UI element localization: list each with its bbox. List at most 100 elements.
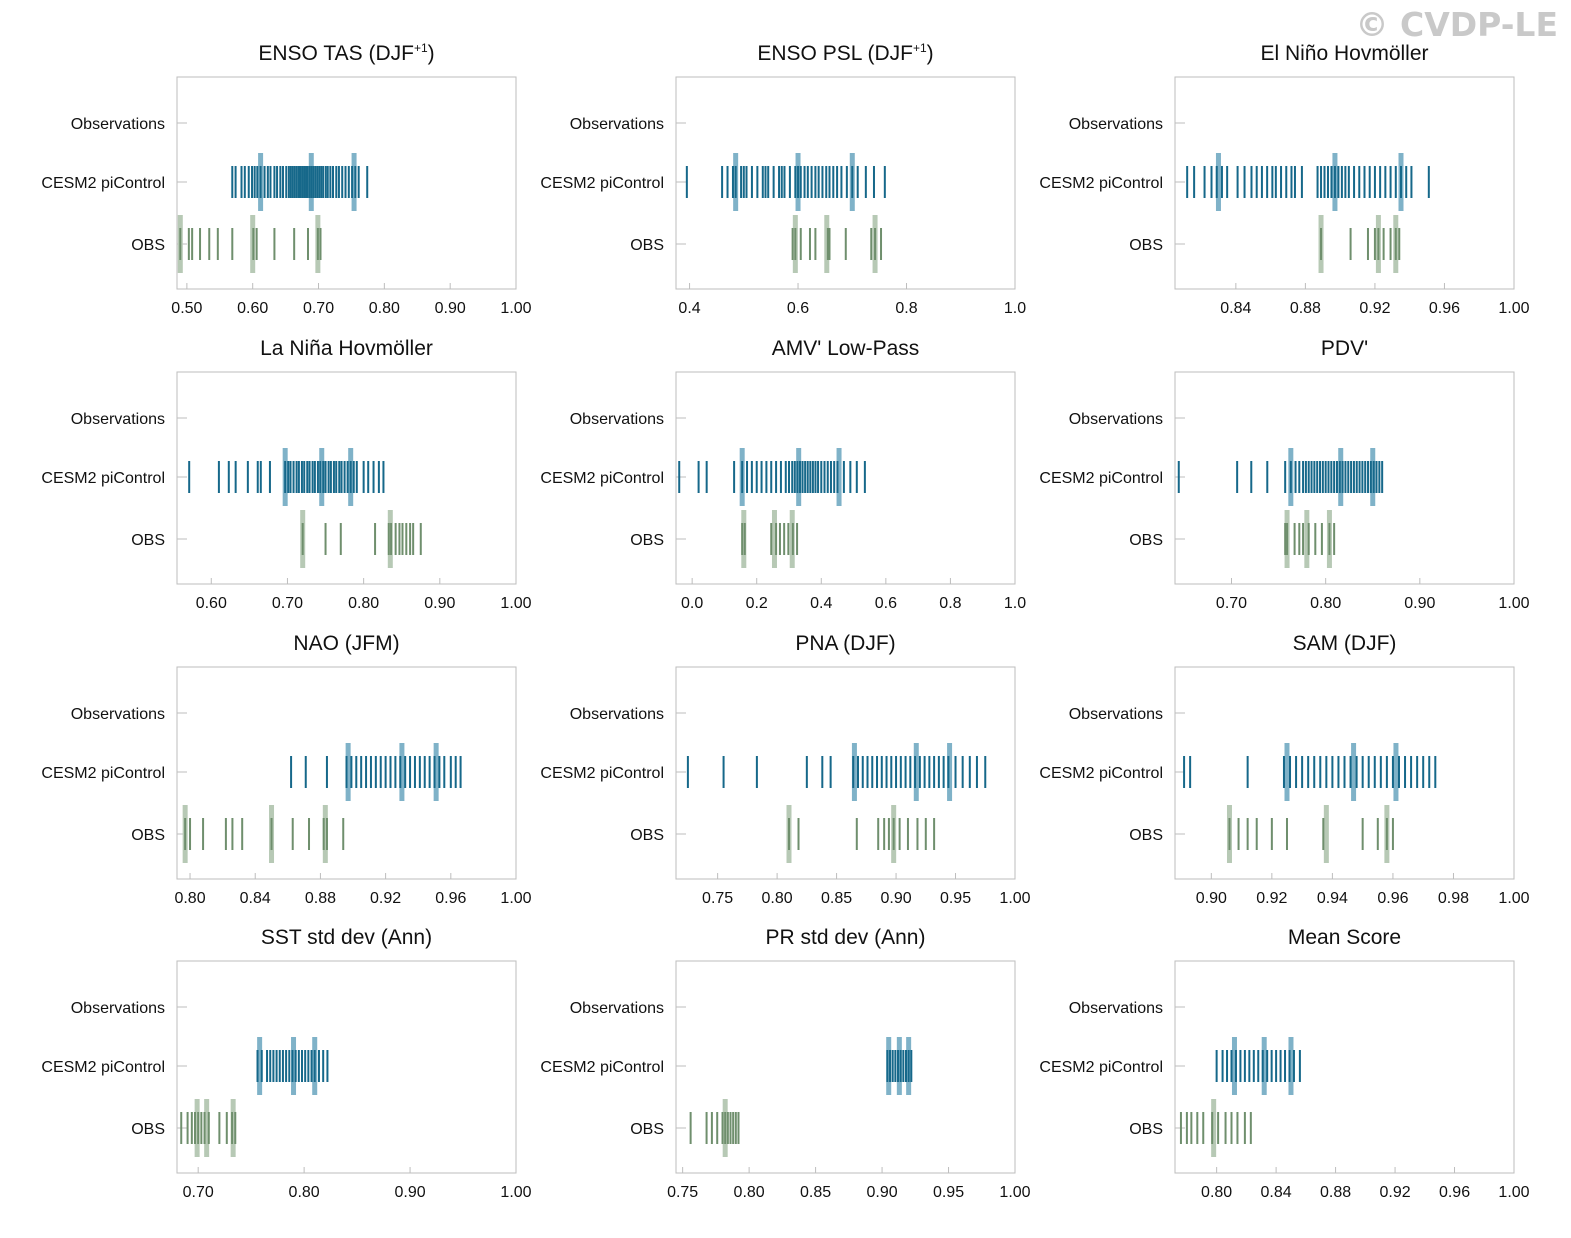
obs-mark (1202, 1112, 1205, 1144)
obs-mark (887, 818, 890, 850)
x-tick-label: 0.4 (810, 595, 832, 612)
model-mark (1327, 461, 1330, 493)
obs-mark (1398, 228, 1401, 260)
x-tick-label: 0.60 (237, 300, 268, 317)
row-label: Observations (71, 116, 165, 133)
model-mark (933, 756, 936, 788)
x-tick-label: 1.0 (1004, 300, 1026, 317)
model-mark (352, 461, 355, 493)
model-mark (942, 756, 945, 788)
model-mark (459, 756, 462, 788)
obs-mark (1333, 523, 1336, 555)
obs-mark (1322, 818, 1325, 850)
model-mark (268, 461, 271, 493)
x-tick-label: 0.70 (272, 595, 303, 612)
model-mark (1344, 166, 1347, 198)
row-label: Observations (71, 411, 165, 428)
obs-highlight-mark (771, 510, 777, 568)
model-mark (1385, 756, 1388, 788)
model-mark (263, 166, 266, 198)
model-mark (1326, 166, 1329, 198)
model-mark (1255, 166, 1258, 198)
model-mark (325, 756, 328, 788)
row-label: CESM2 piControl (41, 765, 165, 782)
x-tick-label: 0.96 (1377, 890, 1408, 907)
obs-mark (710, 1112, 713, 1144)
model-mark (362, 461, 365, 493)
obs-mark (870, 228, 873, 260)
model-mark (806, 166, 809, 198)
model-mark (256, 461, 259, 493)
panel-12: Mean Score Observations CESM2 piControl OBS… (1039, 926, 1529, 1201)
x-tick-label: 0.75 (667, 1184, 698, 1201)
model-mark (1400, 166, 1402, 198)
x-tick-label: 0.70 (303, 300, 334, 317)
obs-mark (1286, 523, 1289, 555)
model-mark (1284, 461, 1287, 493)
model-mark (1373, 756, 1376, 788)
model-mark (1215, 1050, 1218, 1082)
model-highlight-mark (351, 153, 357, 211)
model-mark (341, 166, 344, 198)
row-label: OBS (131, 1121, 165, 1138)
model-mark (355, 756, 358, 788)
model-mark (1364, 461, 1367, 493)
model-mark (1186, 166, 1189, 198)
obs-highlight-mark (824, 215, 830, 273)
model-mark (322, 461, 325, 493)
obs-mark (799, 228, 802, 260)
model-mark (909, 756, 912, 788)
panel-1: ENSO TAS (DJF+1) Observations CESM2 piCont… (41, 41, 531, 317)
row-label: CESM2 piControl (41, 175, 165, 192)
model-mark (1298, 1050, 1301, 1082)
x-tick-label: 0.70 (183, 1184, 214, 1201)
model-mark (288, 1050, 291, 1082)
obs-mark (187, 228, 190, 260)
model-mark (295, 461, 298, 493)
model-mark (303, 461, 306, 493)
model-mark (811, 461, 814, 493)
model-mark (1331, 756, 1334, 788)
model-mark (1428, 756, 1431, 788)
obs-highlight-mark (1323, 805, 1329, 863)
obs-mark (783, 523, 786, 555)
obs-mark (1328, 523, 1331, 555)
obs-mark (892, 818, 895, 850)
row-label: CESM2 piControl (1039, 1059, 1163, 1076)
model-mark (297, 166, 300, 198)
model-mark (788, 461, 790, 493)
obs-mark (301, 523, 304, 555)
obs-mark (734, 1112, 737, 1144)
obs-mark (828, 228, 831, 260)
model-mark (791, 461, 794, 493)
panel-title-superscript: +1 (414, 41, 428, 55)
model-mark (772, 166, 775, 198)
plot-frame (176, 960, 517, 1174)
model-highlight-mark (796, 448, 802, 506)
model-mark (1177, 461, 1180, 493)
model-mark (923, 756, 926, 788)
model-mark (1183, 756, 1186, 788)
model-mark (832, 166, 835, 198)
model-mark (1282, 756, 1285, 788)
model-mark (300, 461, 303, 493)
model-mark (937, 756, 940, 788)
model-mark (332, 166, 335, 198)
model-mark (343, 461, 346, 493)
obs-mark (203, 1112, 206, 1144)
model-mark (1347, 166, 1350, 198)
row-label: Observations (71, 1000, 165, 1017)
obs-mark (1270, 818, 1273, 850)
model-mark (1378, 461, 1381, 493)
model-mark (351, 166, 354, 198)
model-mark (778, 166, 781, 198)
model-mark (217, 461, 220, 493)
x-tick-label: 0.92 (1359, 300, 1390, 317)
model-highlight-mark (1231, 1037, 1237, 1095)
model-mark (316, 461, 319, 493)
model-mark (289, 461, 292, 493)
model-mark (1271, 166, 1274, 198)
obs-mark (743, 523, 746, 555)
obs-mark (788, 818, 790, 850)
obs-mark (778, 523, 781, 555)
